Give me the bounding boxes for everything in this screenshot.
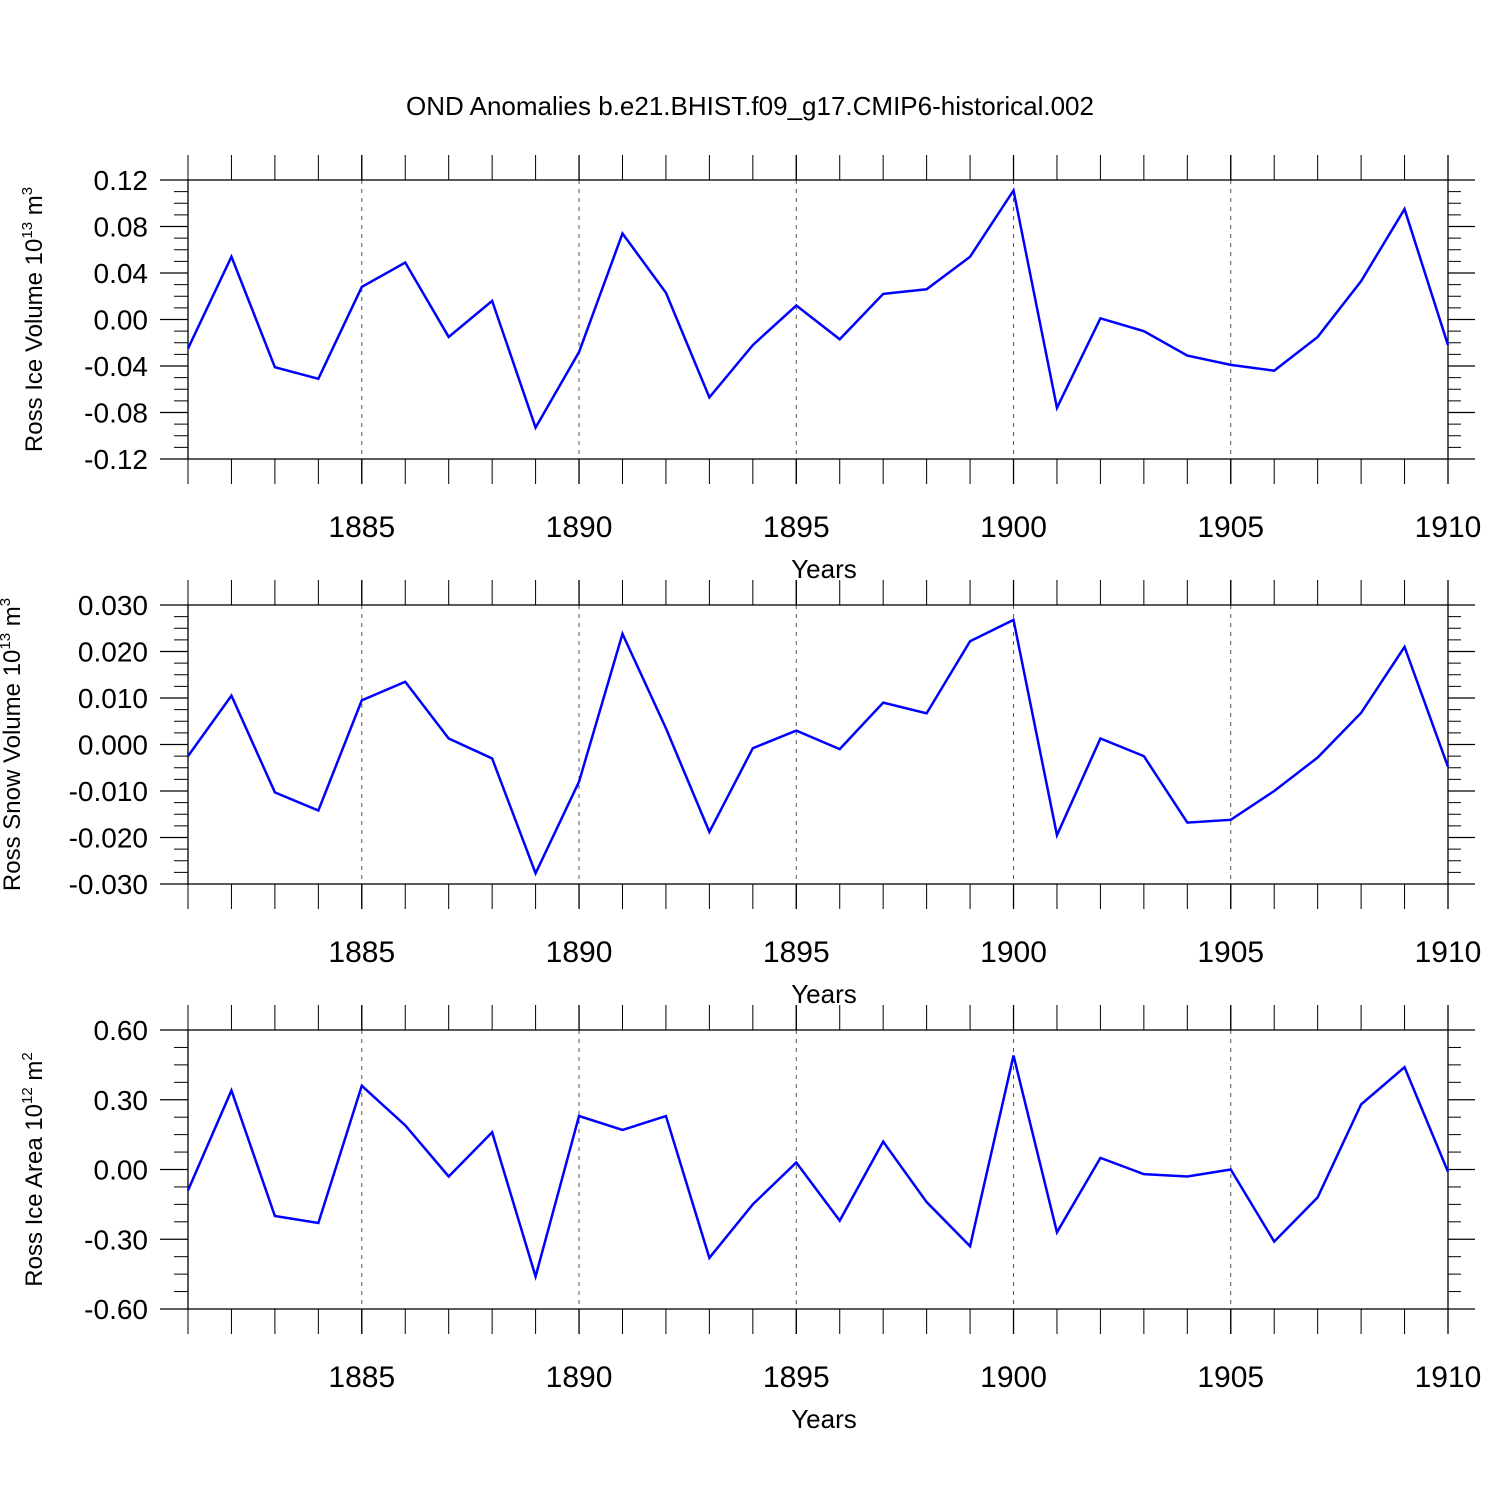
x-tick-label: 1890 (546, 511, 613, 544)
y-tick-label: 0.12 (94, 165, 149, 196)
x-tick-label: 1885 (328, 511, 395, 544)
series-line (186, 187, 1450, 431)
panel-3: -0.60 -0.30 0.00 0.30 0.60 1885 1890 1895 1900 19… (19, 1005, 1481, 1434)
y-tick-label: -0.030 (69, 869, 148, 900)
y-axis-label: Ross Snow Volume 1013 m3 (0, 598, 26, 891)
x-tick-label: 1895 (763, 1361, 830, 1394)
x-tick-label: 1885 (328, 936, 395, 969)
x-tick-label: 1895 (763, 511, 830, 544)
y-tick-label: 0.00 (94, 1155, 149, 1186)
y-tick-label: -0.020 (69, 823, 148, 854)
chart-title: OND Anomalies b.e21.BHIST.f09_g17.CMIP6-… (406, 91, 1094, 121)
x-tick-label: 1885 (328, 1361, 395, 1394)
x-tick-label: 1905 (1197, 511, 1264, 544)
y-tick-label: 0.00 (94, 305, 149, 336)
y-tick-label: -0.30 (84, 1224, 148, 1255)
y-tick-label: 0.010 (78, 683, 148, 714)
y-tick-label: 0.08 (94, 212, 149, 243)
x-tick-label: 1910 (1415, 511, 1482, 544)
x-tick-label: 1890 (546, 1361, 613, 1394)
x-tick-label: 1900 (980, 936, 1047, 969)
y-tick-label: -0.12 (84, 444, 148, 475)
y-tick-label: 0.020 (78, 637, 148, 668)
x-tick-label: 1890 (546, 936, 613, 969)
x-tick-label: 1910 (1415, 936, 1482, 969)
series-line (186, 618, 1450, 877)
y-tick-label: -0.010 (69, 776, 148, 807)
x-tick-label: 1905 (1197, 1361, 1264, 1394)
x-tick-label: 1910 (1415, 1361, 1482, 1394)
x-tick-label: 1900 (980, 1361, 1047, 1394)
y-tick-label: 0.000 (78, 730, 148, 761)
y-tick-label: 0.030 (78, 590, 148, 621)
y-tick-label: 0.60 (94, 1015, 149, 1046)
y-tick-label: -0.60 (84, 1294, 148, 1325)
x-axis-label: Years (791, 1404, 857, 1434)
x-axis-label: Years (791, 554, 857, 584)
x-axis-label: Years (791, 979, 857, 1009)
x-tick-label: 1905 (1197, 936, 1264, 969)
panel-2: -0.030 -0.020 -0.010 0.000 0.010 0.020 0.030 18… (0, 580, 1481, 1009)
x-tick-label: 1900 (980, 511, 1047, 544)
x-tick-label: 1895 (763, 936, 830, 969)
y-tick-label: -0.08 (84, 398, 148, 429)
y-axis-label: Ross Ice Area 1012 m2 (19, 1052, 48, 1286)
y-tick-label: 0.30 (94, 1085, 149, 1116)
y-tick-label: -0.04 (84, 351, 148, 382)
panel-1: -0.12 -0.08 -0.04 0.00 0.04 0.08 0.12 1885 1890 1… (19, 155, 1481, 584)
series-line (186, 1055, 1450, 1281)
y-axis-label: Ross Ice Volume 1013 m3 (19, 187, 48, 452)
y-tick-label: 0.04 (94, 258, 149, 289)
